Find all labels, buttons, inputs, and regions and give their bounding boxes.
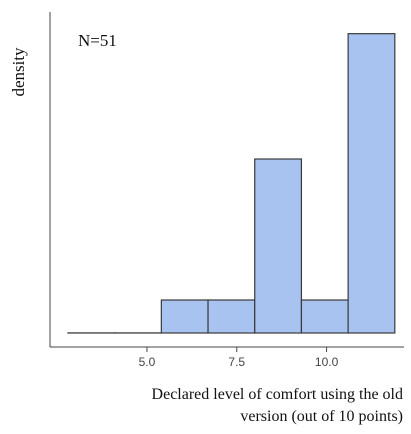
x-axis-label-line-2: version (out of 10 points) [240,408,403,425]
x-ticks-group: 5.0 7.5 10.0 [139,347,339,369]
histogram-bar-3 [160,299,209,334]
histogram-bar-6 [300,299,349,334]
x-axis-label: Declared level of comfort using the old … [103,384,403,428]
sample-size-annotation: N=51 [78,31,117,50]
histogram-bar-7 [347,33,396,334]
x-tick-label-2: 7.5 [228,355,245,369]
x-tick-label-1: 5.0 [139,355,156,369]
bars-group [67,33,396,334]
histogram-bar-5 [254,158,303,334]
x-tick-label-3: 10.0 [315,355,339,369]
histogram-bar-4 [207,299,256,334]
x-axis-label-line-1: Declared level of comfort using the old [151,386,403,403]
y-axis-label: density [9,47,28,97]
